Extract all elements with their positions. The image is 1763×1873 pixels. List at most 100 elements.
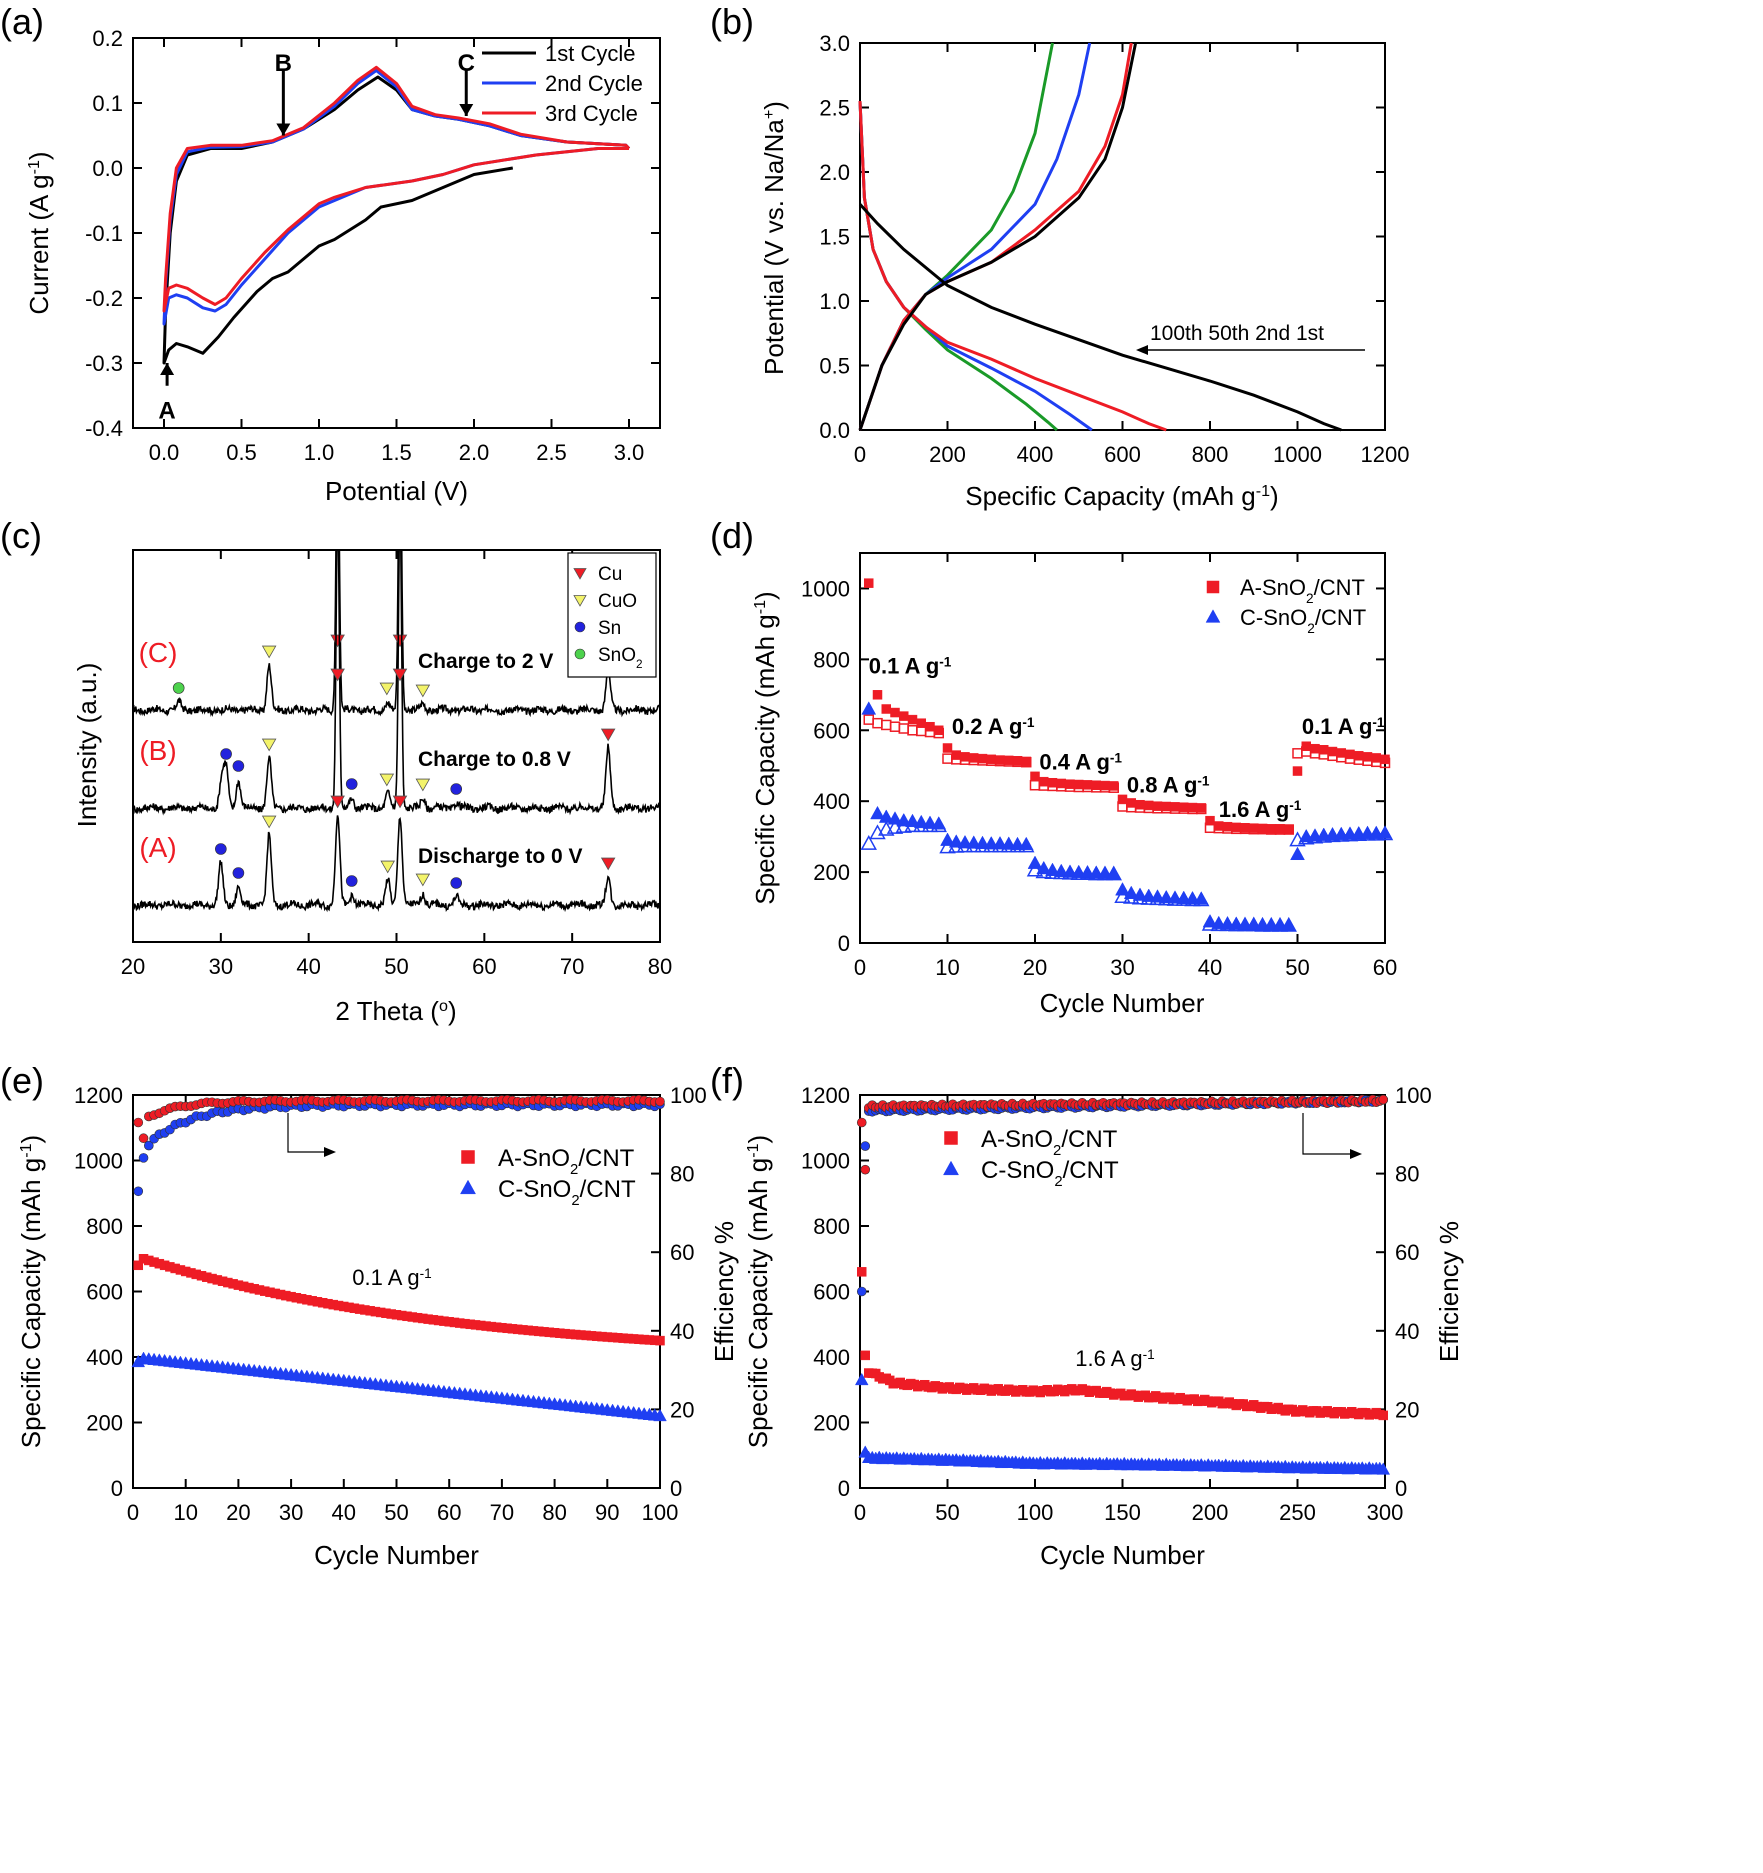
d-ytick-label: 200 bbox=[813, 860, 850, 885]
d-point-A-discharge bbox=[1354, 751, 1364, 761]
d-point-A-discharge bbox=[1082, 780, 1093, 790]
c-peak-marker-Cu bbox=[330, 668, 345, 682]
d-point-A-discharge bbox=[960, 752, 970, 762]
panel-label-d: (d) bbox=[710, 515, 754, 556]
e-ytick-label: 1000 bbox=[74, 1149, 123, 1174]
c-peak-marker-Cu bbox=[392, 668, 408, 682]
e-xtick-label: 10 bbox=[173, 1500, 197, 1525]
e-capacity-A bbox=[655, 1335, 665, 1346]
d-rate-label: 0.4 A g-1 bbox=[1039, 749, 1122, 774]
d-y-axis-title: Specific Capacity (mAh g-1) bbox=[750, 591, 780, 904]
d-point-A-charge bbox=[942, 753, 953, 764]
d-point-A-discharge bbox=[1327, 746, 1338, 757]
d-point-C-discharge bbox=[1141, 888, 1157, 902]
e-x-axis-title: Cycle Number bbox=[314, 1540, 479, 1570]
b-xtick-label: 0 bbox=[854, 442, 866, 467]
d-point-C-discharge bbox=[887, 811, 903, 825]
d-point-A-charge bbox=[1292, 748, 1303, 759]
c-peak-marker-CuO bbox=[380, 860, 396, 874]
d-point-A-discharge bbox=[1135, 799, 1145, 810]
d-point-C-discharge bbox=[1202, 914, 1218, 928]
c-peak-marker-Cu bbox=[600, 728, 616, 742]
d-point-A-discharge bbox=[872, 690, 883, 700]
c-xtick-label: 50 bbox=[384, 954, 408, 979]
d-point-A-discharge bbox=[1152, 801, 1163, 811]
c-peak-marker-CuO bbox=[379, 682, 395, 696]
c-peak-marker-Cu bbox=[330, 795, 345, 809]
c-xrd-pattern-2 bbox=[133, 550, 660, 816]
a-ytick-label: -0.4 bbox=[85, 416, 123, 441]
d-point-A-discharge bbox=[1231, 822, 1241, 833]
d-point-A-discharge bbox=[942, 743, 953, 753]
e-efficiency-C bbox=[138, 1153, 149, 1163]
c-xtick-label: 70 bbox=[560, 954, 584, 979]
f-ytick-label: 1000 bbox=[801, 1149, 850, 1174]
d-point-A-discharge bbox=[1371, 753, 1381, 763]
e-efficiency-A bbox=[133, 1117, 144, 1128]
f-legend-marker bbox=[943, 1160, 959, 1176]
c-legend-label: SnO2 bbox=[598, 645, 643, 671]
d-point-A-discharge bbox=[1074, 779, 1084, 790]
d-point-A-discharge bbox=[907, 714, 918, 725]
d-point-C-discharge bbox=[896, 812, 912, 827]
d-point-A-discharge bbox=[1004, 755, 1014, 766]
b-ytick-label: 0.0 bbox=[819, 418, 850, 443]
a-legend-label: 2nd Cycle bbox=[545, 71, 643, 96]
d-point-A-discharge bbox=[1292, 766, 1303, 776]
f-capacity-A bbox=[1378, 1410, 1388, 1421]
e-efficiency-C bbox=[133, 1186, 144, 1197]
f-capacity-A bbox=[857, 1267, 867, 1277]
d-point-A-discharge bbox=[1047, 777, 1058, 788]
panel-label-c: (c) bbox=[0, 515, 42, 556]
d-legend-marker bbox=[1206, 580, 1220, 594]
d-point-A-discharge bbox=[1310, 743, 1320, 754]
panel-a: (a) 0.0 0.5 1.0 1.5 2.0 2.5 3.0 -0.4 -0.3 -0.2 -0.1… bbox=[0, 1, 661, 506]
e-ytick-label: 200 bbox=[86, 1411, 123, 1436]
f-xtick-label: 50 bbox=[935, 1500, 959, 1525]
c-peak-marker-CuO bbox=[415, 684, 431, 698]
f-y2-axis-title: Efficiency % bbox=[1434, 1221, 1464, 1362]
a-ytick-label: -0.2 bbox=[85, 286, 123, 311]
e-ytick-label: 800 bbox=[86, 1214, 123, 1239]
d-point-C-discharge bbox=[1106, 866, 1122, 880]
c-x-axis-title: 2 Theta (o) bbox=[335, 996, 456, 1026]
c-legend-label: Sn bbox=[598, 618, 621, 639]
e-y2tick-label: 100 bbox=[670, 1083, 707, 1108]
d-point-C-discharge bbox=[1150, 889, 1165, 903]
d-rate-label: 1.6 A g-1 bbox=[1219, 797, 1302, 822]
f-xtick-label: 200 bbox=[1192, 1500, 1229, 1525]
c-xtick-label: 30 bbox=[209, 954, 233, 979]
c-peak-marker-CuO bbox=[261, 645, 277, 659]
d-point-A-discharge bbox=[1056, 778, 1066, 789]
e-ytick-label: 600 bbox=[86, 1280, 123, 1305]
d-legend-label: A-SnO2/CNT bbox=[1240, 575, 1365, 606]
panel-label-b: (b) bbox=[710, 1, 754, 42]
e-rate-label: 0.1 A g-1 bbox=[352, 1265, 431, 1290]
f-y-axis-title: Specific Capacity (mAh g-1) bbox=[743, 1135, 773, 1448]
d-point-A-discharge bbox=[1240, 823, 1250, 833]
a-y-axis-title: Current (A g-1) bbox=[24, 151, 54, 314]
b-y-axis-title: Potential (V vs. Na/Na+) bbox=[759, 101, 789, 375]
a-series-line-3 bbox=[162, 65, 631, 313]
d-point-A-discharge bbox=[890, 707, 900, 718]
e-xtick-label: 20 bbox=[226, 1500, 250, 1525]
d-point-A-discharge bbox=[1179, 802, 1189, 812]
d-point-C-charge bbox=[860, 834, 877, 850]
d-xtick-label: 40 bbox=[1198, 955, 1222, 980]
d-xtick-label: 0 bbox=[854, 955, 866, 980]
f-ytick-label: 0 bbox=[838, 1476, 850, 1501]
e-xtick-label: 40 bbox=[332, 1500, 356, 1525]
d-xtick-label: 50 bbox=[1285, 955, 1309, 980]
a-xtick-label: 3.0 bbox=[614, 440, 645, 465]
c-legend-label: CuO bbox=[598, 591, 637, 612]
a-plot-frame bbox=[132, 37, 661, 429]
d-point-A-discharge bbox=[1065, 779, 1075, 789]
a-ytick-label: 0.2 bbox=[92, 26, 123, 51]
f-ytick-label: 800 bbox=[813, 1214, 850, 1239]
d-point-C-discharge bbox=[940, 832, 955, 846]
d-point-C-discharge bbox=[878, 809, 894, 823]
d-point-A-discharge bbox=[986, 754, 996, 765]
b-discharge-line-1st bbox=[858, 203, 1342, 432]
f-legend-label: C-SnO2/CNT bbox=[981, 1157, 1119, 1190]
